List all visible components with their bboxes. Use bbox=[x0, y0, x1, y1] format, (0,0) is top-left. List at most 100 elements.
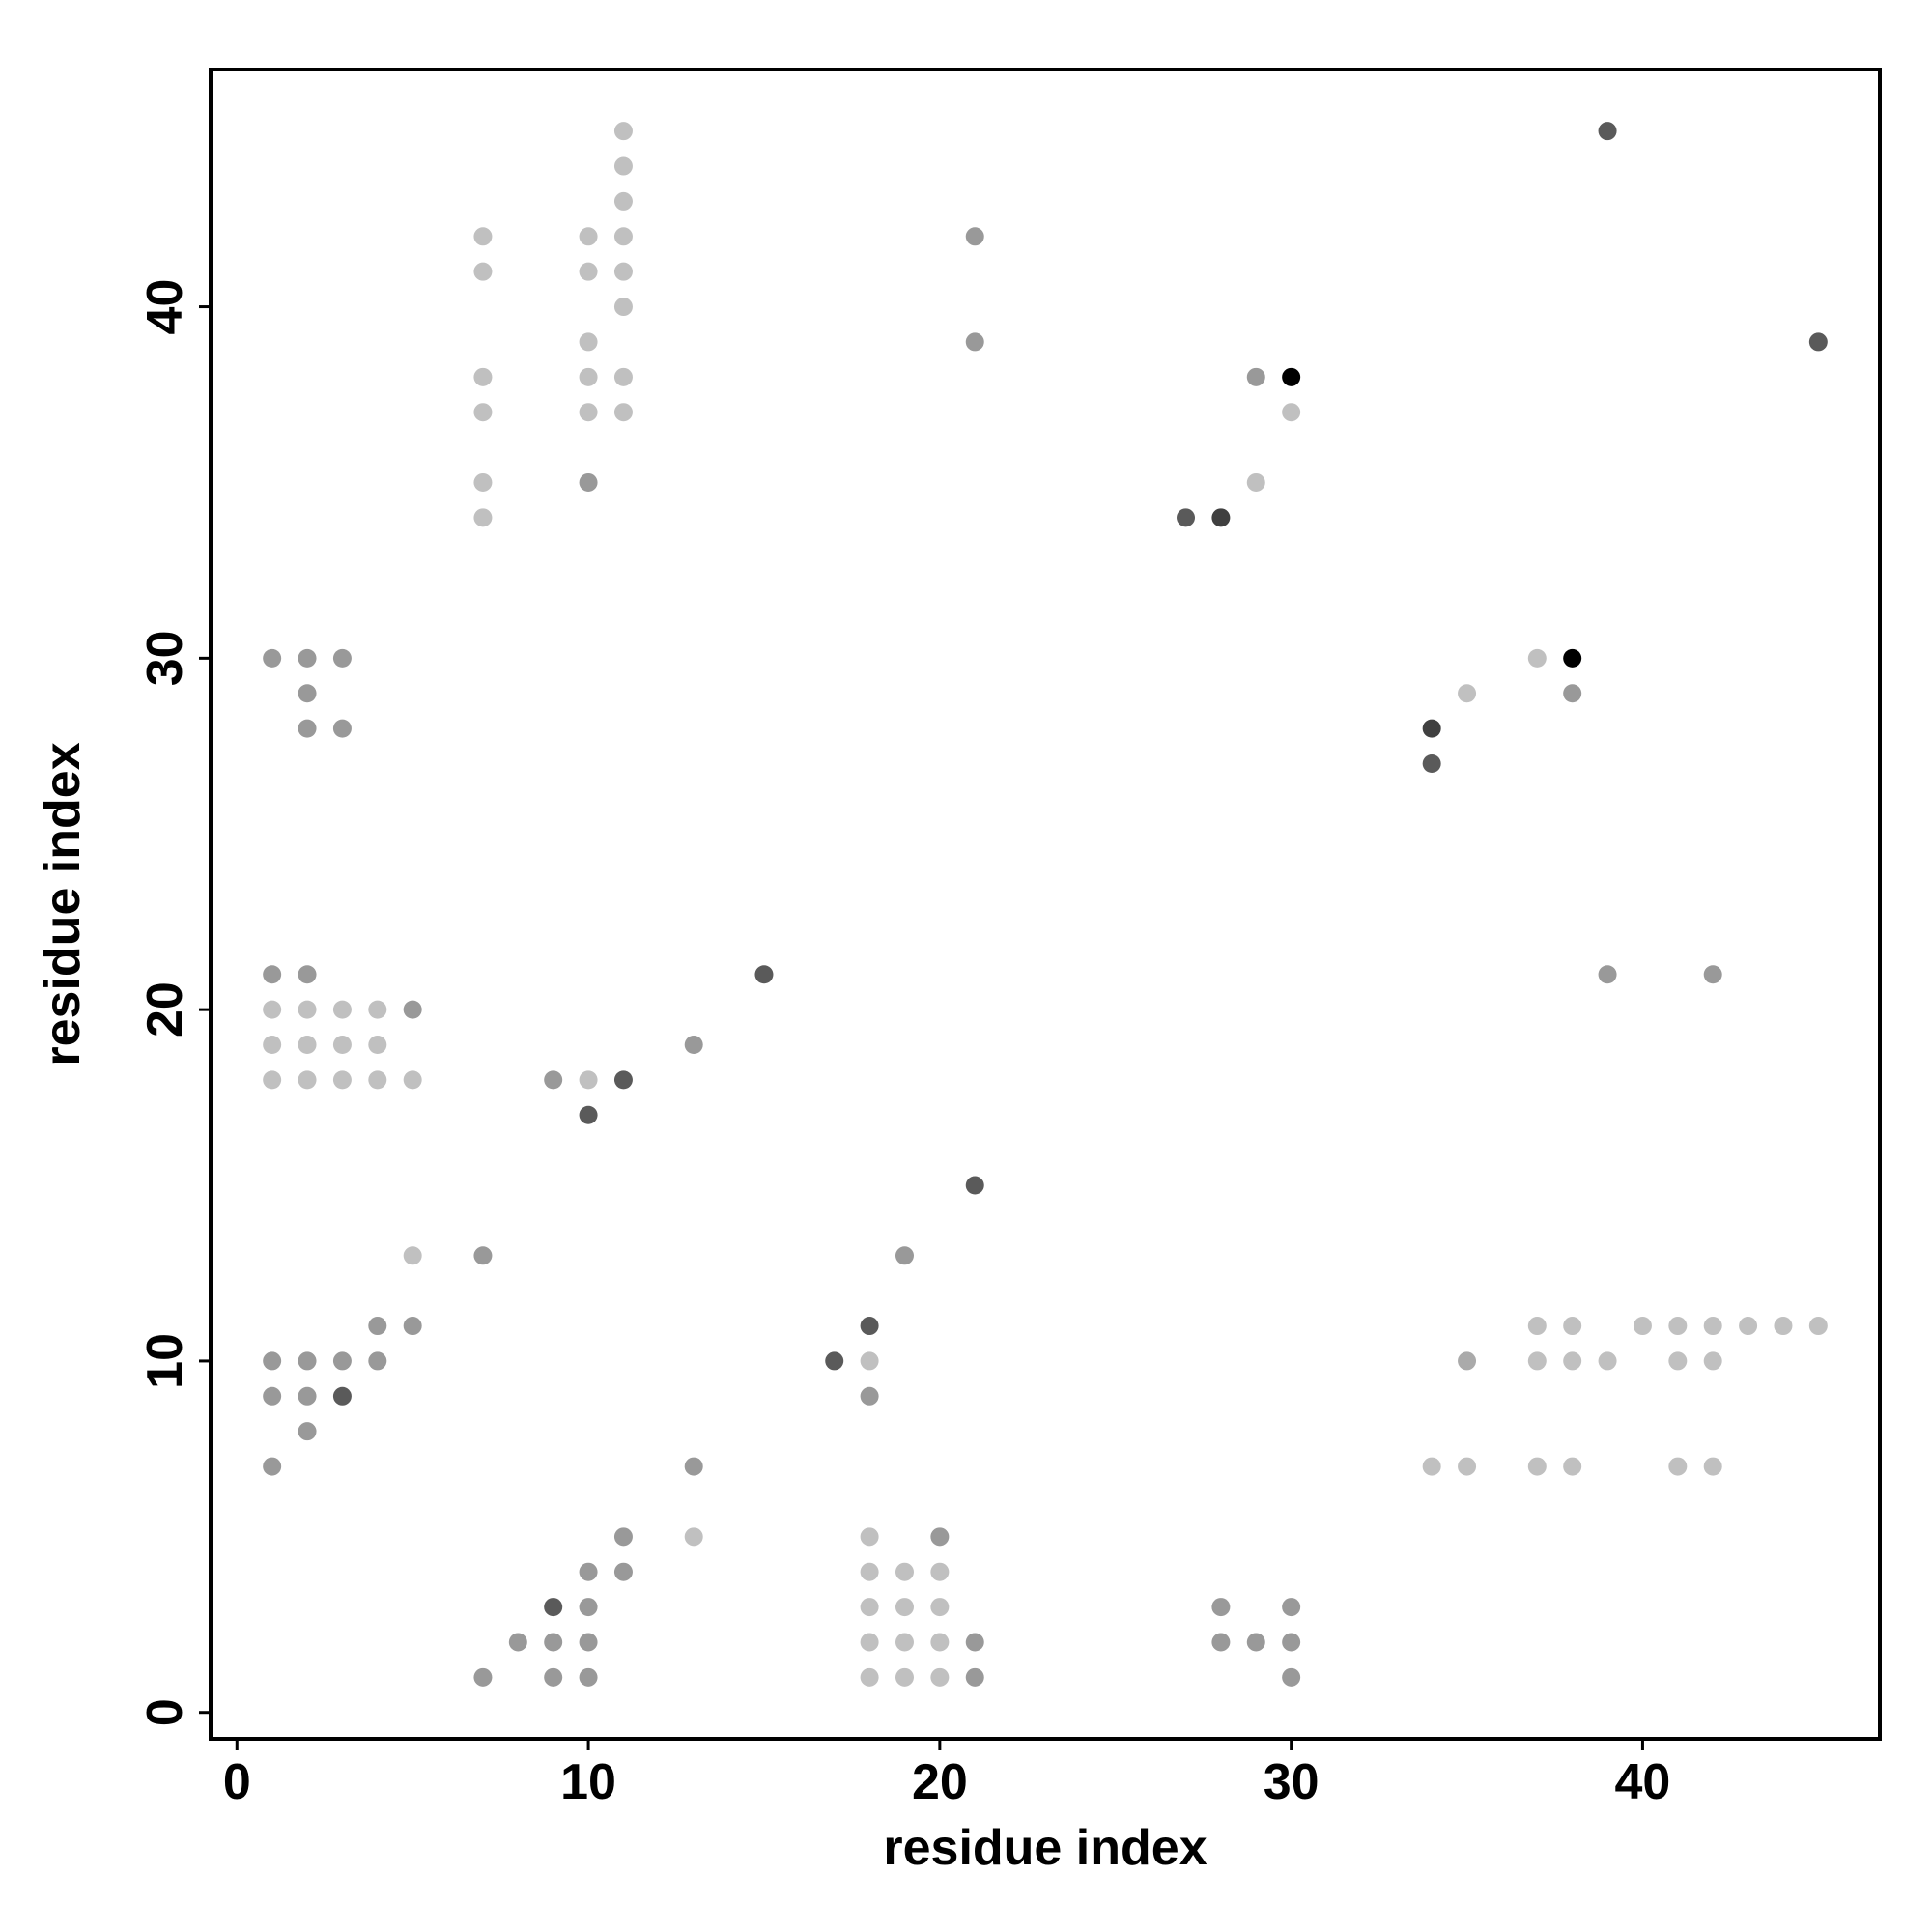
point bbox=[473, 472, 493, 492]
point bbox=[613, 122, 633, 141]
point bbox=[579, 403, 598, 422]
point bbox=[368, 1351, 387, 1371]
point bbox=[613, 191, 633, 211]
point bbox=[684, 1036, 703, 1055]
point bbox=[613, 367, 633, 386]
y-tick-label: 40 bbox=[137, 279, 193, 335]
point bbox=[473, 1246, 493, 1265]
point bbox=[1774, 1317, 1793, 1336]
point bbox=[1527, 648, 1547, 668]
point bbox=[965, 332, 984, 352]
point bbox=[1563, 1351, 1582, 1371]
point bbox=[1668, 1317, 1688, 1336]
point bbox=[895, 1246, 914, 1265]
point bbox=[263, 1070, 282, 1090]
x-axis-label: residue index bbox=[883, 1820, 1207, 1876]
point bbox=[263, 648, 282, 668]
x-tick-label: 0 bbox=[223, 1754, 251, 1810]
point bbox=[1563, 648, 1582, 668]
point bbox=[1703, 1317, 1722, 1336]
point bbox=[613, 1527, 633, 1547]
point bbox=[1527, 1457, 1547, 1476]
point bbox=[1598, 122, 1617, 141]
point bbox=[860, 1667, 879, 1687]
point bbox=[1282, 1633, 1301, 1652]
point bbox=[1598, 965, 1617, 984]
point bbox=[1211, 1598, 1231, 1617]
point bbox=[1211, 1633, 1231, 1652]
point bbox=[613, 298, 633, 317]
plot-frame bbox=[209, 68, 1882, 1741]
point bbox=[1668, 1351, 1688, 1371]
point bbox=[1282, 1598, 1301, 1617]
x-tick-label: 30 bbox=[1264, 1754, 1320, 1810]
point bbox=[1703, 1351, 1722, 1371]
point bbox=[332, 719, 352, 738]
point bbox=[579, 1070, 598, 1090]
point bbox=[579, 472, 598, 492]
point bbox=[403, 1246, 422, 1265]
point bbox=[1282, 367, 1301, 386]
point bbox=[473, 508, 493, 527]
point bbox=[403, 1000, 422, 1019]
point bbox=[332, 1000, 352, 1019]
point bbox=[965, 1176, 984, 1195]
point bbox=[298, 1000, 317, 1019]
point bbox=[930, 1633, 950, 1652]
point bbox=[1739, 1317, 1758, 1336]
point bbox=[332, 1351, 352, 1371]
point bbox=[684, 1527, 703, 1547]
x-tick-label: 20 bbox=[912, 1754, 968, 1810]
point bbox=[1458, 684, 1477, 703]
point bbox=[613, 1070, 633, 1090]
point bbox=[930, 1667, 950, 1687]
point bbox=[263, 965, 282, 984]
point bbox=[1633, 1317, 1652, 1336]
point bbox=[930, 1527, 950, 1547]
point bbox=[579, 1598, 598, 1617]
point bbox=[1422, 1457, 1441, 1476]
point bbox=[1563, 684, 1582, 703]
point bbox=[860, 1633, 879, 1652]
point bbox=[965, 227, 984, 246]
point bbox=[544, 1667, 563, 1687]
point bbox=[1246, 1633, 1265, 1652]
point bbox=[1598, 1351, 1617, 1371]
point bbox=[860, 1386, 879, 1406]
point bbox=[930, 1598, 950, 1617]
point bbox=[473, 1667, 493, 1687]
point bbox=[263, 1457, 282, 1476]
point bbox=[825, 1351, 844, 1371]
point bbox=[579, 332, 598, 352]
point bbox=[860, 1351, 879, 1371]
point bbox=[895, 1598, 914, 1617]
point bbox=[473, 367, 493, 386]
point bbox=[368, 1000, 387, 1019]
point bbox=[895, 1667, 914, 1687]
point bbox=[1527, 1317, 1547, 1336]
point bbox=[860, 1317, 879, 1336]
point bbox=[965, 1633, 984, 1652]
point bbox=[1422, 753, 1441, 773]
point bbox=[263, 1386, 282, 1406]
point bbox=[1282, 1667, 1301, 1687]
point bbox=[579, 227, 598, 246]
point bbox=[263, 1351, 282, 1371]
point bbox=[754, 965, 774, 984]
point bbox=[1563, 1457, 1582, 1476]
point bbox=[579, 1105, 598, 1124]
point bbox=[930, 1562, 950, 1581]
point bbox=[895, 1633, 914, 1652]
point bbox=[473, 403, 493, 422]
point bbox=[1563, 1317, 1582, 1336]
point bbox=[1458, 1351, 1477, 1371]
point bbox=[1211, 508, 1231, 527]
point bbox=[613, 1562, 633, 1581]
point bbox=[544, 1633, 563, 1652]
point bbox=[544, 1598, 563, 1617]
point bbox=[1422, 719, 1441, 738]
x-tick-label: 40 bbox=[1615, 1754, 1671, 1810]
y-tick-label: 10 bbox=[137, 1333, 193, 1389]
point bbox=[332, 1036, 352, 1055]
